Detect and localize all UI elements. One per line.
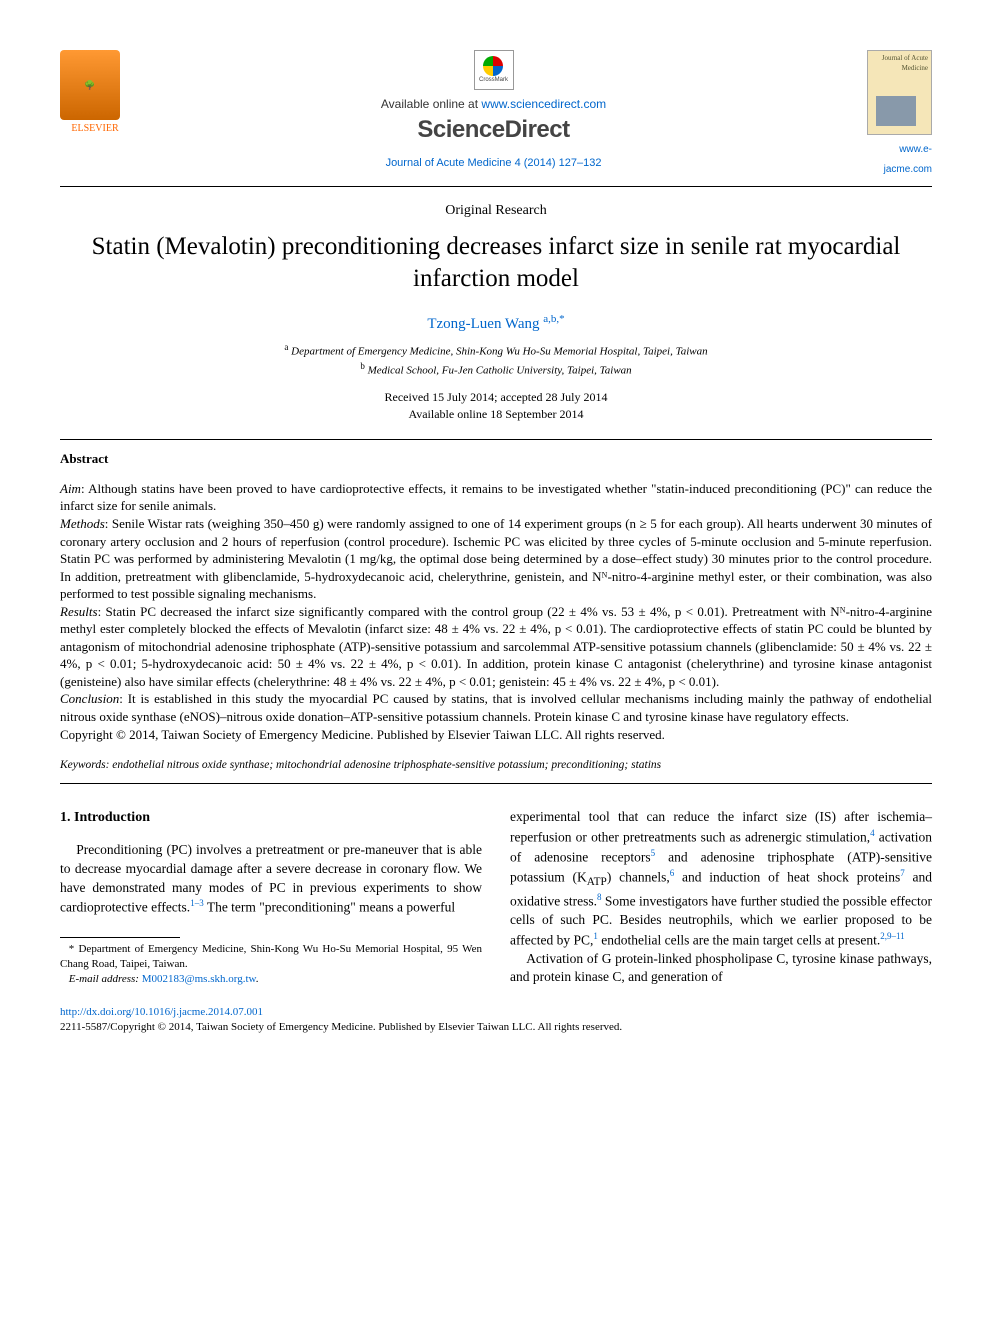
body-columns: 1. Introduction Preconditioning (PC) inv… [60,808,932,987]
affil-a-text: Department of Emergency Medicine, Shin-K… [291,345,707,357]
email-footnote: E-mail address: M002183@ms.skh.org.tw. [60,972,482,987]
author-name[interactable]: Tzong-Luen Wang [427,316,539,332]
conclusion-text: : It is established in this study the my… [60,691,932,724]
article-dates: Received 15 July 2014; accepted 28 July … [60,389,932,423]
journal-reference[interactable]: Journal of Acute Medicine 4 (2014) 127–1… [130,156,857,171]
sub-atp: ATP [587,876,607,888]
col2-p1-e: and induction of heat shock proteins [674,870,900,885]
keywords-line: Keywords: endothelial nitrous oxide synt… [60,757,932,773]
ref-1-3[interactable]: 1–3 [190,898,204,908]
doi-link[interactable]: http://dx.doi.org/10.1016/j.jacme.2014.0… [60,1006,263,1018]
sciencedirect-logo: ScienceDirect [130,113,857,147]
affil-b-text: Medical School, Fu-Jen Catholic Universi… [368,365,632,377]
abstract-heading: Abstract [60,450,932,468]
col2-p1-h: endothelial cells are the main target ce… [598,932,880,947]
journal-cover-image: Journal of Acute Medicine [867,50,932,135]
abstract-body: Aim: Although statins have been proved t… [60,480,932,743]
corresponding-footnote: * Department of Emergency Medicine, Shin… [60,942,482,972]
journal-cover: Journal of Acute Medicine www.e-jacme.co… [857,50,932,178]
ref-2-9-11[interactable]: 2,9–11 [880,931,904,941]
email-label: E-mail address: [69,973,139,985]
footer-block: http://dx.doi.org/10.1016/j.jacme.2014.0… [60,1005,932,1036]
col2-p1-d: ) channels, [607,870,670,885]
available-online-line: Available online at www.sciencedirect.co… [130,96,857,113]
abstract-conclusion: Conclusion: It is established in this st… [60,690,932,725]
author-affil-marks: a,b,* [543,313,564,325]
affiliation-b: b Medical School, Fu-Jen Catholic Univer… [60,360,932,379]
abstract-results: Results: Statin PC decreased the infarct… [60,603,932,691]
received-accepted: Received 15 July 2014; accepted 28 July … [60,389,932,406]
corr-text: Department of Emergency Medicine, Shin-K… [60,943,482,970]
col1-p1-b: The term "preconditioning" means a power… [204,900,455,915]
crossmark-text: CrossMark [479,76,508,84]
center-header: CrossMark Available online at www.scienc… [130,50,857,172]
results-text: : Statin PC decreased the infarct size s… [60,604,932,689]
methods-label: Methods [60,516,105,531]
col2-para1: experimental tool that can reduce the in… [510,808,932,949]
keywords-text: endothelial nitrous oxide synthase; mito… [109,759,661,771]
elsevier-tree-icon: 🌳 [60,50,120,120]
col2-para2: Activation of G protein-linked phospholi… [510,950,932,987]
aim-label: Aim [60,481,81,496]
header-rule [60,186,932,187]
keywords-label: Keywords: [60,759,109,771]
affil-b-mark: b [360,361,365,371]
sciencedirect-url[interactable]: www.sciencedirect.com [481,97,606,111]
affiliations: a Department of Emergency Medicine, Shin… [60,341,932,379]
column-left: 1. Introduction Preconditioning (PC) inv… [60,808,482,987]
col2-p1-a: experimental tool that can reduce the in… [510,809,932,844]
elsevier-logo-text: ELSEVIER [60,122,130,136]
available-prefix: Available online at [381,97,482,111]
column-right: experimental tool that can reduce the in… [510,808,932,987]
article-title: Statin (Mevalotin) preconditioning decre… [80,231,912,296]
conclusion-label: Conclusion [60,691,119,706]
issn-copyright: 2211-5587/Copyright © 2014, Taiwan Socie… [60,1021,622,1033]
authors-line: Tzong-Luen Wang a,b,* [60,312,932,335]
article-type: Original Research [60,201,932,221]
header-row: 🌳 ELSEVIER CrossMark Available online at… [60,50,932,178]
aim-text: : Although statins have been proved to h… [60,481,932,514]
page-root: 🌳 ELSEVIER CrossMark Available online at… [0,0,992,1066]
abstract-aim: Aim: Although statins have been proved t… [60,480,932,515]
col1-para1: Preconditioning (PC) involves a pretreat… [60,841,482,917]
affiliation-a: a Department of Emergency Medicine, Shin… [60,341,932,360]
abstract-copyright: Copyright © 2014, Taiwan Society of Emer… [60,726,932,744]
crossmark-icon [483,56,503,76]
elsevier-logo: 🌳 ELSEVIER [60,50,130,136]
methods-text: : Senile Wistar rats (weighing 350–450 g… [60,516,932,601]
abstract-bottom-rule [60,783,932,784]
affil-a-mark: a [284,342,288,352]
email-address[interactable]: M002183@ms.skh.org.tw [139,973,256,985]
available-online-date: Available online 18 September 2014 [60,406,932,423]
abstract-methods: Methods: Senile Wistar rats (weighing 35… [60,515,932,603]
journal-homepage-link[interactable]: www.e-jacme.com [884,144,932,175]
section-1-heading: 1. Introduction [60,808,482,827]
crossmark-badge[interactable]: CrossMark [474,50,514,90]
footnote-rule [60,937,180,938]
results-label: Results [60,604,98,619]
abstract-top-rule [60,439,932,440]
